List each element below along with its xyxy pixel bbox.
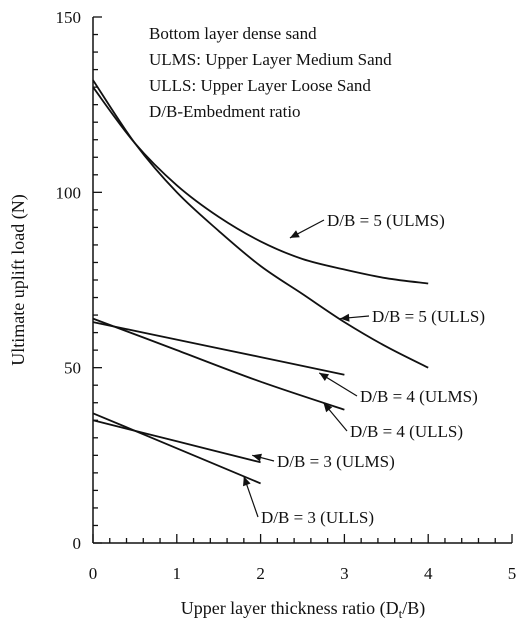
x-tick-label: 5 xyxy=(508,564,517,583)
note-line-1: Bottom layer dense sand xyxy=(149,24,317,43)
note-line-4: D/B-Embedment ratio xyxy=(149,102,301,121)
leader-arrowhead xyxy=(340,313,350,322)
y-tick-label: 50 xyxy=(64,359,81,378)
x-tick-label: 3 xyxy=(340,564,349,583)
note-line-2: ULMS: Upper Layer Medium Sand xyxy=(149,50,392,69)
curve-d-b-3-ulms xyxy=(92,419,261,464)
curve-d-b-3-ulls xyxy=(92,412,261,485)
leader-arrowhead xyxy=(319,372,330,382)
y-tick-label: 0 xyxy=(73,534,82,553)
x-axis-title-tail: /B) xyxy=(402,598,425,619)
x-axis-title: Upper layer thickness ratio (Dt/B) xyxy=(181,598,426,621)
series-label-d-b-3-ulms: D/B = 3 (ULMS) xyxy=(277,452,395,471)
notes-box: Bottom layer dense sand ULMS: Upper Laye… xyxy=(149,24,392,121)
series-labels: D/B = 5 (ULMS) D/B = 5 (ULLS) D/B = 4 (ULM… xyxy=(243,211,485,527)
y-tick-label: 150 xyxy=(56,8,82,27)
x-axis-title-main: Upper layer thickness ratio (D xyxy=(181,598,399,619)
series-label-d-b-4-ulls: D/B = 4 (ULLS) xyxy=(350,422,463,441)
x-tick-label: 4 xyxy=(424,564,433,583)
y-tick-label: 100 xyxy=(56,183,82,202)
x-tick-label: 2 xyxy=(256,564,265,583)
series-label-d-b-5-ulms: D/B = 5 (ULMS) xyxy=(327,211,445,230)
leader-arrowhead xyxy=(289,230,300,238)
x-axis-title-subscript: t xyxy=(399,606,403,621)
curve-d-b-4-ulls xyxy=(92,317,345,411)
note-line-3: ULLS: Upper Layer Loose Sand xyxy=(149,76,371,95)
series-curves xyxy=(92,79,429,485)
leader-arrowhead xyxy=(323,402,333,413)
x-ticks: 0 1 2 3 4 5 xyxy=(89,534,517,583)
x-tick-label: 1 xyxy=(173,564,182,583)
curve-d-b-5-ulls xyxy=(92,79,429,369)
series-label-d-b-3-ulls: D/B = 3 (ULLS) xyxy=(261,508,374,527)
x-tick-label: 0 xyxy=(89,564,98,583)
leader-arrowhead xyxy=(243,476,251,487)
series-label-d-b-5-ulls: D/B = 5 (ULLS) xyxy=(372,307,485,326)
curve-d-b-4-ulms xyxy=(92,321,345,376)
series-label-d-b-4-ulms: D/B = 4 (ULMS) xyxy=(360,387,478,406)
y-axis-title: Ultimate uplift load (N) xyxy=(8,194,29,365)
leader-arrowhead xyxy=(252,453,262,462)
y-ticks: 0 50 100 150 xyxy=(56,8,102,553)
